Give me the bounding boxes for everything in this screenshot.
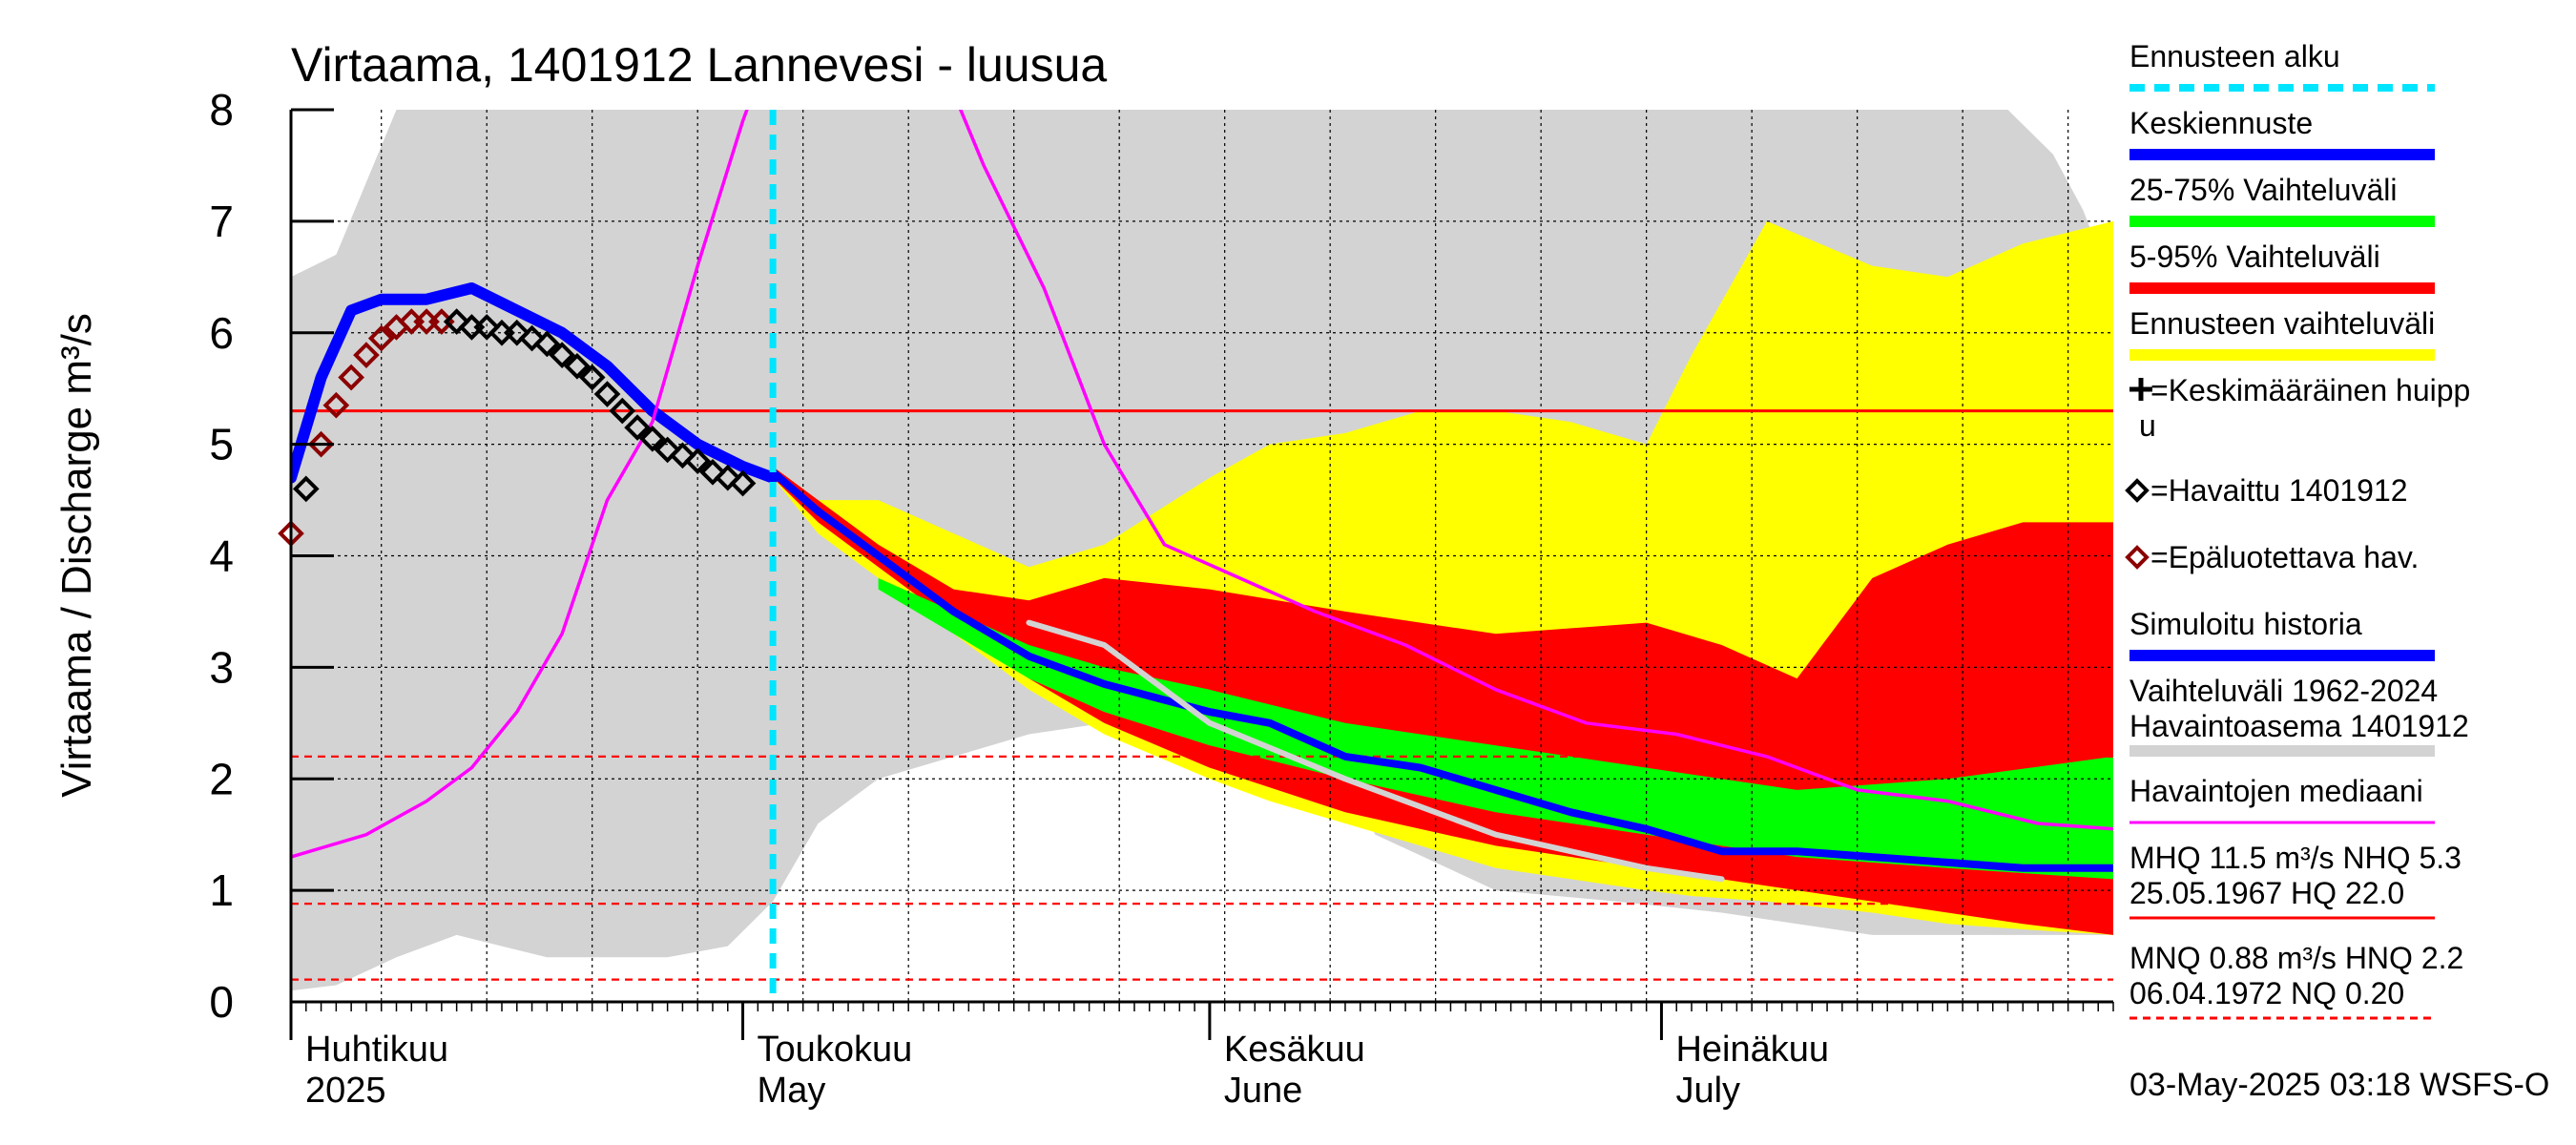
data-point-marker — [564, 352, 591, 380]
legend-label-line2: u — [2139, 408, 2156, 443]
series-line — [1026, 619, 1725, 883]
legend-label-line2: 25.05.1967 HQ 22.0 — [2129, 876, 2404, 910]
legend-label: Keskiennuste — [2129, 106, 2313, 140]
legend-label: Vaihteluväli 1962-2024 — [2129, 674, 2438, 708]
legend-diamond-icon — [2125, 545, 2150, 570]
data-point-marker — [533, 330, 561, 358]
x-month-label: Heinäkuu — [1675, 1030, 1829, 1070]
data-point-marker — [549, 342, 575, 368]
data-point-marker — [669, 442, 696, 469]
legend-diamond-icon — [2125, 478, 2150, 503]
legend-label: Havaintojen mediaani — [2129, 774, 2423, 808]
data-point-marker — [473, 314, 501, 341]
legend-label: MNQ 0.88 m³/s HNQ 2.2 — [2129, 941, 2463, 975]
legend-label: MHQ 11.5 m³/s NHQ 5.3 — [2129, 841, 2462, 875]
legend-label: 25-75% Vaihteluväli — [2129, 173, 2397, 207]
axes-layer: 012345678Huhtikuu2025ToukokuuMayKesäkuuJ… — [209, 85, 2114, 1111]
data-point-marker — [729, 469, 757, 497]
legend-label: Ennusteen vaihteluväli — [2129, 306, 2435, 341]
series-line — [291, 110, 2113, 859]
data-point-marker — [684, 448, 712, 474]
data-point-marker — [292, 475, 320, 503]
series-line — [769, 468, 2113, 872]
data-point-marker — [578, 364, 606, 391]
lines-layer — [291, 110, 2113, 883]
x-month-sublabel: 2025 — [305, 1071, 386, 1111]
y-axis-label: Virtaama / Discharge m³/s — [53, 313, 100, 798]
legend: Ennusteen alku Keskiennuste 25-75% Vaihtel… — [2125, 39, 2470, 1020]
x-month-sublabel: July — [1675, 1071, 1740, 1111]
data-point-marker — [518, 324, 546, 352]
legend-label-line2: 06.04.1972 NQ 0.20 — [2129, 976, 2404, 1010]
data-point-marker — [624, 414, 651, 441]
data-point-marker — [503, 319, 530, 346]
legend-label: =Keskimääräinen huipp — [2150, 373, 2470, 407]
x-month-label: Huhtikuu — [305, 1030, 448, 1070]
grid-layer — [291, 110, 2113, 1002]
y-tick-label: 0 — [209, 977, 234, 1027]
y-tick-label: 4 — [209, 531, 234, 581]
y-tick-label: 1 — [209, 865, 234, 915]
data-point-marker — [338, 364, 364, 391]
footer-timestamp: 03-May-2025 03:18 WSFS-O — [2129, 1067, 2549, 1103]
series-line — [291, 282, 779, 484]
legend-plus-icon — [2129, 378, 2152, 401]
data-point-marker — [609, 397, 636, 425]
y-tick-label: 7 — [209, 197, 234, 246]
data-point-marker — [699, 459, 726, 486]
legend-label: =Epäluotettava hav. — [2150, 540, 2419, 574]
legend-label-line2: Havaintoasema 1401912 — [2129, 709, 2469, 743]
data-point-marker — [593, 381, 621, 407]
chart-title: Virtaama, 1401912 Lannevesi - luusua — [291, 38, 1107, 92]
markers-layer — [278, 110, 777, 1002]
y-tick-label: 6 — [209, 308, 234, 358]
x-month-sublabel: May — [758, 1071, 826, 1111]
x-month-label: Kesäkuu — [1224, 1030, 1365, 1070]
data-point-marker — [367, 324, 395, 352]
data-point-marker — [443, 308, 470, 335]
x-month-label: Toukokuu — [758, 1030, 913, 1070]
data-point-marker — [353, 342, 380, 368]
y-tick-label: 5 — [209, 420, 234, 469]
band-25-75 — [878, 577, 2113, 880]
data-point-marker — [639, 425, 666, 452]
legend-label: 5-95% Vaihteluväli — [2129, 239, 2380, 274]
y-tick-label: 8 — [209, 85, 234, 135]
data-point-marker — [322, 391, 350, 419]
x-month-sublabel: June — [1224, 1071, 1302, 1111]
legend-label: Ennusteen alku — [2129, 39, 2340, 73]
y-tick-label: 2 — [209, 754, 234, 803]
legend-label: Simuloitu historia — [2129, 607, 2362, 641]
data-point-marker — [307, 430, 335, 458]
legend-label: =Havaittu 1401912 — [2150, 473, 2408, 508]
data-point-marker — [654, 436, 681, 464]
y-tick-label: 3 — [209, 642, 234, 692]
data-point-marker — [714, 464, 741, 491]
